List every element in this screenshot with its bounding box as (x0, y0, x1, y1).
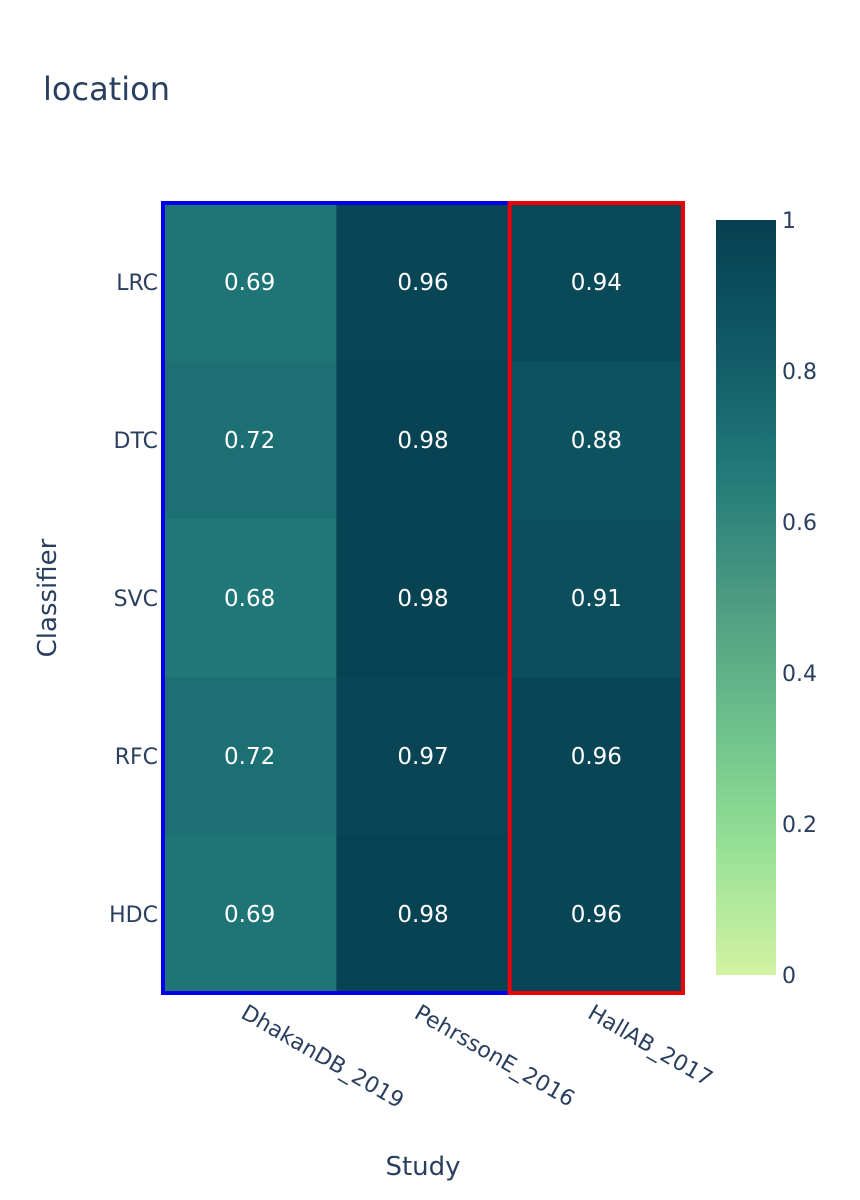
cell-value-label: 0.96 (571, 744, 622, 770)
colorbar-tick-label: 0.2 (782, 813, 817, 838)
colorbar-tick-label: 0 (782, 964, 796, 989)
cell-value-label: 0.72 (224, 744, 275, 770)
x-tick-label: DhakanDB_2019 (237, 1001, 408, 1114)
colorbar-tick-label: 0.6 (782, 511, 817, 536)
cell-value-label: 0.69 (224, 270, 275, 296)
cell-value-label: 0.68 (224, 586, 275, 612)
heatmap-cells (163, 203, 684, 994)
heatmap-cell (163, 677, 337, 836)
x-tick-label: HallAB_2017 (583, 1001, 716, 1092)
heatmap-cell (509, 203, 684, 362)
y-tick-label: SVC (114, 587, 158, 612)
heatmap-cell-labels: 0.69 0.96 0.94 0.72 0.98 0.88 0.68 0.98 0.91 0.72… (224, 270, 622, 928)
colorbar-ticks: 0 0.2 0.4 0.6 0.8 1 (782, 209, 817, 989)
heatmap-cell (163, 361, 337, 520)
heatmap-cell (336, 835, 511, 994)
y-tick-label: LRC (116, 271, 158, 296)
highlight-box (507, 201, 685, 995)
cell-value-label: 0.96 (397, 270, 448, 296)
cell-value-label: 0.91 (571, 586, 622, 612)
colorbar-tick-label: 0.8 (782, 360, 817, 385)
colorbar (716, 220, 776, 975)
x-tick-label: PehrssonE_2016 (410, 1001, 579, 1113)
heatmap-cell (336, 519, 511, 678)
x-axis-ticks: DhakanDB_2019 PehrssonE_2016 HallAB_2017 (237, 1001, 717, 1114)
heatmap-cell (509, 361, 684, 520)
highlight-boxes (161, 201, 685, 995)
cell-value-label: 0.94 (571, 270, 622, 296)
heatmap-cell (509, 835, 684, 994)
heatmap-cell (509, 519, 684, 678)
cell-value-label: 0.96 (571, 902, 622, 928)
y-axis-ticks: LRC DTC SVC RFC HDC (109, 271, 158, 928)
cell-value-label: 0.88 (571, 428, 622, 454)
heatmap-cell (509, 677, 684, 836)
colorbar-tick-label: 1 (782, 209, 796, 234)
heatmap-cell (336, 677, 511, 836)
x-axis-title: Study (385, 1152, 460, 1182)
colorbar-tick-label: 0.4 (782, 662, 817, 687)
chart-title: location (43, 70, 170, 108)
y-tick-label: RFC (115, 745, 158, 770)
heatmap-cell (163, 835, 337, 994)
heatmap-cell (336, 361, 511, 520)
heatmap-cell (163, 519, 337, 678)
cell-value-label: 0.98 (397, 428, 448, 454)
heatmap-cell (336, 203, 511, 362)
cell-value-label: 0.98 (397, 586, 448, 612)
y-tick-label: HDC (109, 903, 158, 928)
y-axis-title: Classifier (33, 538, 63, 657)
cell-value-label: 0.98 (397, 902, 448, 928)
y-tick-label: DTC (114, 429, 158, 454)
heatmap-cell (163, 203, 337, 362)
cell-value-label: 0.72 (224, 428, 275, 454)
cell-value-label: 0.97 (397, 744, 448, 770)
cell-value-label: 0.69 (224, 902, 275, 928)
